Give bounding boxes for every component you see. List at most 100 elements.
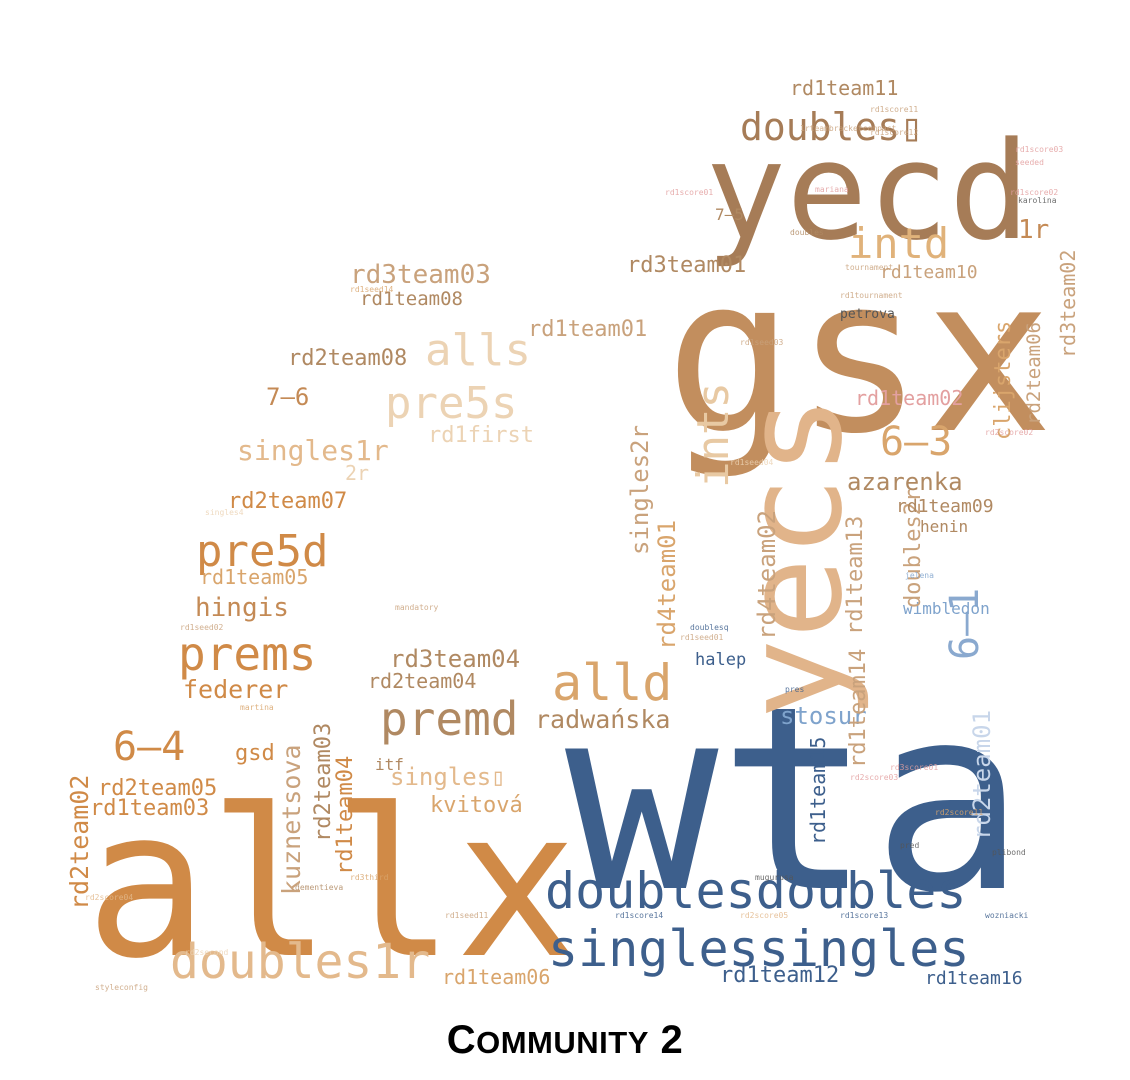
small-word-rd2second: rd2second xyxy=(185,948,229,957)
small-word-rd1seed01: rd1seed01 xyxy=(680,633,724,642)
word-rd1team11: rd1team11 xyxy=(790,76,898,100)
word-petrova: petrova xyxy=(840,307,895,322)
word-doubles: doubles▯ xyxy=(740,105,923,149)
small-word-rd1score01: rd1score01 xyxy=(665,188,713,197)
word-6-1: 6–1 xyxy=(942,588,988,660)
word-radwa-ska: radwańska xyxy=(535,705,670,734)
word-rd3team02: rd3team02 xyxy=(1056,250,1080,358)
small-word-jelena: jelena xyxy=(905,571,934,580)
word-ints: ints xyxy=(688,382,739,488)
word-allx: allx xyxy=(85,766,579,1004)
small-word-rd1seed14: rd1seed14 xyxy=(350,285,394,294)
small-word-mariana: mariana xyxy=(815,185,849,194)
word-rd4team02: rd4team02 xyxy=(753,510,781,640)
word-halep: halep xyxy=(695,650,746,670)
word-azarenka: azarenka xyxy=(847,468,963,496)
word-hingis: hingis xyxy=(195,593,289,623)
small-word-rd1score12: rd1score12 xyxy=(870,128,918,137)
word-rd1team02: rd1team02 xyxy=(855,386,963,410)
word-rd2team05: rd2team05 xyxy=(98,776,217,801)
small-word-rd2score02: rd2score02 xyxy=(985,428,1033,437)
small-word-rd1score13: rd1score13 xyxy=(840,911,888,920)
caption-number: 2 xyxy=(660,1018,684,1062)
word-wimbledon: wimbledon xyxy=(903,599,990,618)
word-itf: itf xyxy=(375,755,404,774)
word-doublesdoubles: doublesdoubles xyxy=(545,862,966,920)
small-word-rd2score03: rd2score03 xyxy=(850,773,898,782)
small-word-rd3third: rd3third xyxy=(350,873,389,882)
word-kvitov: kvitová xyxy=(430,793,523,818)
word-rd4team01: rd4team01 xyxy=(653,520,681,650)
word-premd: premd xyxy=(380,692,518,746)
small-word-rd1score02: rd1score02 xyxy=(1010,188,1058,197)
small-word-dementieva: dementieva xyxy=(295,883,343,892)
word-rd1team06: rd1team06 xyxy=(442,965,550,989)
small-word-martina: martina xyxy=(240,703,274,712)
word-rd1team12: rd1team12 xyxy=(720,963,839,988)
small-word-rd1seed03: rd1seed03 xyxy=(740,338,784,347)
word-alls: alls xyxy=(425,325,531,376)
small-word-karolina: karolina xyxy=(1018,196,1057,205)
word-singles: singles▯ xyxy=(390,763,506,791)
small-word-seeded: seeded xyxy=(1015,158,1044,167)
word-rd2team08: rd2team08 xyxy=(288,346,407,371)
small-word-rd1tournament: rd1tournament xyxy=(840,291,903,300)
word-doubles1r: doubles1r xyxy=(170,934,430,990)
word-rd1team14: rd1team14 xyxy=(846,649,871,768)
small-word-1rteambracketcompact: 1rteambracketcompact xyxy=(800,124,897,133)
small-word-mugurusa: mugurusa xyxy=(755,873,794,882)
word-gsx: gsx xyxy=(665,230,1053,481)
word-singles1r: singles1r xyxy=(237,434,389,467)
caption-initial: C xyxy=(446,1018,477,1062)
small-word-mandatory: mandatory xyxy=(395,603,439,612)
figure-caption: COMMUNITY 2 xyxy=(0,1018,1130,1063)
word-rd1team08: rd1team08 xyxy=(360,288,463,310)
word-gsd: gsd xyxy=(235,741,275,766)
word-rd3team01: rd3team01 xyxy=(627,253,746,278)
small-word-rd1seed04: rd1seed04 xyxy=(730,458,774,467)
small-word-wozniacki: wozniacki xyxy=(985,911,1029,920)
small-word-plibond: plibond xyxy=(992,848,1026,857)
small-word-rd2score05: rd2score05 xyxy=(740,911,788,920)
word-rd2team06: rd2team06 xyxy=(1023,322,1045,425)
small-word-rd2score11: rd2score11 xyxy=(935,808,983,817)
small-word-pres: pres xyxy=(785,685,804,694)
word-rd1team15: rd1team15 xyxy=(806,737,830,845)
small-word-rd1seed02: rd1seed02 xyxy=(180,623,224,632)
word-stosur: stosur xyxy=(780,702,867,730)
word-rd1first: rd1first xyxy=(428,423,534,448)
word-7-5: 7–5 xyxy=(715,205,744,224)
small-word-rd1score11: rd1score11 xyxy=(870,105,918,114)
word-kuznetsova: kuznetsova xyxy=(277,744,306,895)
word-1r: 1r xyxy=(1018,215,1049,245)
word-rd1team05: rd1team05 xyxy=(200,565,308,589)
word-intd: intd xyxy=(848,219,949,268)
word-singles2r: singles2r xyxy=(626,425,654,555)
word-clijsters: clijsters xyxy=(991,321,1016,440)
small-word-rd1seed11: rd1seed11 xyxy=(445,911,489,920)
word-7-6: 7–6 xyxy=(266,383,309,411)
word-rd2team01: rd2team01 xyxy=(968,710,996,840)
word-pre5s: pre5s xyxy=(385,378,517,429)
small-word-rd1score14: rd1score14 xyxy=(615,911,663,920)
word-wta: wta xyxy=(565,652,1026,949)
word-rd1team01: rd1team01 xyxy=(528,317,647,342)
word-rd2team07: rd2team07 xyxy=(228,489,347,514)
word-pre5d: pre5d xyxy=(196,526,328,577)
word-doubles2r: doubles2r xyxy=(901,489,926,608)
small-word-singles4: singles4 xyxy=(205,508,244,517)
small-word-doublesq: doublesq xyxy=(690,623,729,632)
word-rd2team04: rd2team04 xyxy=(368,669,476,693)
small-word-pred: pred xyxy=(900,841,919,850)
word-rd1team13: rd1team13 xyxy=(843,516,868,635)
word-singlessingles: singlessingles xyxy=(548,920,969,978)
word-6-4: 6–4 xyxy=(113,724,185,770)
caption-rest: OMMUNITY xyxy=(476,1025,649,1060)
word-yecd: yecd xyxy=(705,113,1030,270)
small-word-doubles: doubles xyxy=(790,228,824,237)
word-rd1team03: rd1team03 xyxy=(90,796,209,821)
word-rd1team09: rd1team09 xyxy=(896,496,994,517)
small-word-styleconfig: styleconfig xyxy=(95,983,148,992)
small-word-rd3score01: rd3score01 xyxy=(890,763,938,772)
